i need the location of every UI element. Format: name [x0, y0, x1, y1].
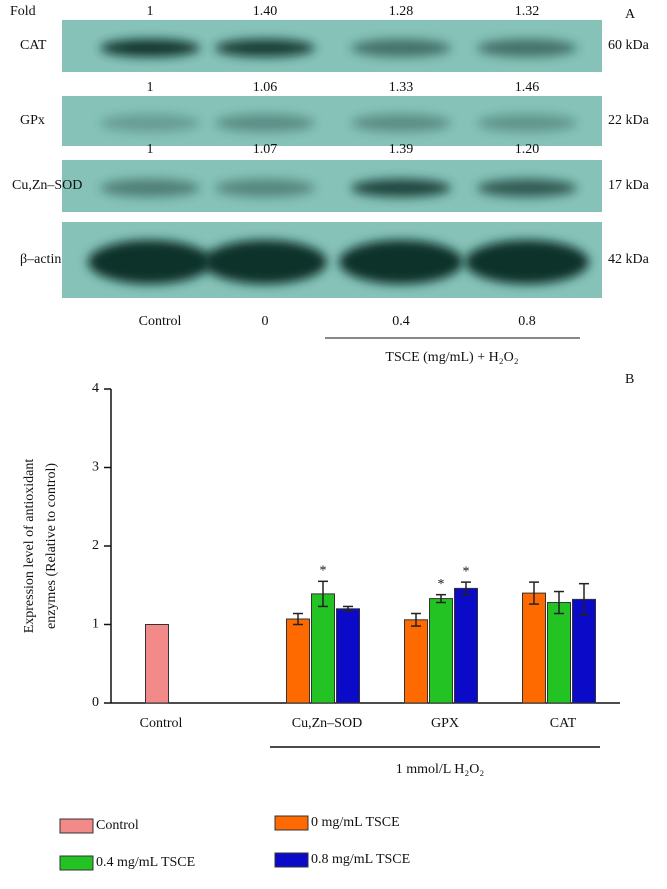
bar	[454, 587, 478, 704]
significance-marker: *	[320, 564, 327, 579]
bar	[522, 592, 546, 704]
fold-value: 1	[147, 4, 154, 19]
fold-value: 1.32	[515, 4, 540, 19]
legend-label: 0.4 mg/mL TSCE	[96, 855, 195, 870]
band	[215, 39, 315, 57]
lane-label: 0.8	[518, 314, 536, 329]
y-tick-label: 1	[92, 617, 99, 632]
fold-value: 1.06	[253, 80, 278, 95]
size-label: 22 kDa	[608, 113, 650, 128]
bar	[311, 593, 335, 704]
legend-label: 0 mg/mL TSCE	[311, 815, 400, 830]
row-label: β–actin	[20, 252, 61, 267]
significance-marker: *	[438, 577, 445, 592]
band	[88, 240, 212, 284]
panel-label: B	[625, 372, 634, 387]
band	[477, 179, 577, 197]
band	[100, 39, 200, 57]
band	[100, 114, 200, 132]
fold-value: 1.33	[389, 80, 414, 95]
legend-label: 0.8 mg/mL TSCE	[311, 852, 410, 867]
band	[477, 39, 577, 57]
band	[351, 114, 451, 132]
bar	[429, 598, 453, 704]
fold-value: 1.07	[253, 142, 278, 157]
y-tick-label: 3	[92, 460, 99, 475]
treatment-label: TSCE (mg/mL) + H₂O₂	[385, 350, 518, 365]
band	[203, 240, 327, 284]
size-label: 60 kDa	[608, 38, 650, 53]
lane-label: Control	[139, 314, 182, 329]
size-label: 42 kDa	[608, 252, 650, 267]
fold-value: 1.39	[389, 142, 414, 157]
fold-label: Fold	[10, 4, 36, 19]
y-tick-label: 0	[92, 695, 99, 710]
bar	[336, 608, 360, 704]
x-tick-label: Cu,Zn–SOD	[292, 716, 362, 731]
x-tick-label: GPX	[431, 716, 459, 731]
row-label: Cu,Zn–SOD	[12, 178, 82, 193]
western-blot: A Fold CAT 60 kDa 1 1.40 1.28 1.32 GPx 22 kDa 1 1.0…	[10, 4, 650, 365]
y-axis-label: enzymes (Relative to control)	[44, 463, 59, 629]
bar	[404, 619, 428, 704]
legend-label: Control	[96, 818, 139, 833]
bar	[145, 624, 169, 704]
row-label: CAT	[20, 38, 47, 53]
legend-swatch	[59, 855, 94, 871]
fold-value: 1.28	[389, 4, 414, 19]
y-tick-label: 2	[92, 538, 99, 553]
row-label: GPx	[20, 113, 45, 128]
bar-chart: B Expression level of antioxidant enzymes …	[22, 372, 634, 871]
legend-swatch	[59, 818, 94, 834]
fold-value: 1.40	[253, 4, 278, 19]
lane-label: 0	[262, 314, 269, 329]
fold-value: 1	[147, 142, 154, 157]
legend-swatch	[274, 852, 309, 868]
band	[339, 240, 463, 284]
band	[465, 240, 589, 284]
band	[351, 179, 451, 197]
fold-value: 1.46	[515, 80, 540, 95]
size-label: 17 kDa	[608, 178, 650, 193]
band	[351, 39, 451, 57]
band	[215, 114, 315, 132]
x-tick-label: Control	[140, 716, 183, 731]
panel-label: A	[625, 7, 636, 22]
fold-value: 1	[147, 80, 154, 95]
band	[477, 114, 577, 132]
band	[215, 179, 315, 197]
y-tick-label: 4	[92, 381, 99, 396]
x-tick-label: CAT	[550, 716, 577, 731]
group-label: 1 mmol/L H₂O₂	[396, 762, 485, 777]
band	[100, 179, 200, 197]
fold-value: 1.20	[515, 142, 540, 157]
bar	[547, 602, 571, 704]
legend-swatch	[274, 815, 309, 831]
bar	[286, 618, 310, 704]
y-axis-label: Expression level of antioxidant	[22, 459, 37, 634]
lane-label: 0.4	[392, 314, 410, 329]
significance-marker: *	[463, 564, 470, 579]
